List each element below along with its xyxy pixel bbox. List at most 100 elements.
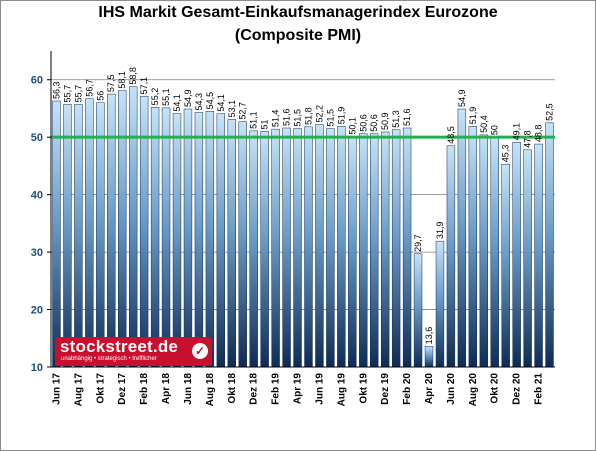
bar xyxy=(107,93,116,368)
data-label: 51,5 xyxy=(325,109,335,127)
x-tick-label: Aug 17 xyxy=(73,373,84,407)
bar xyxy=(271,128,280,368)
data-label: 31,9 xyxy=(435,222,445,240)
y-tick-label: 10 xyxy=(31,362,43,374)
x-tick-label: Feb 20 xyxy=(402,373,413,405)
bar xyxy=(523,149,532,368)
checkmark-icon: ✓ xyxy=(192,343,208,359)
x-tick-label: Apr 20 xyxy=(424,373,435,405)
data-label: 45,3 xyxy=(501,145,511,163)
bar xyxy=(249,130,258,368)
bar xyxy=(337,126,346,368)
data-label: 54,9 xyxy=(183,89,193,107)
chart-title: IHS Markit Gesamt-Einkaufsmanagerindex E… xyxy=(98,4,498,21)
y-tick-label: 40 xyxy=(31,190,43,202)
bar xyxy=(402,127,412,368)
data-label: 56,7 xyxy=(84,79,94,97)
data-label: 51,6 xyxy=(282,108,292,126)
bar xyxy=(315,124,324,368)
bar xyxy=(457,108,467,368)
bar xyxy=(304,126,313,368)
axes xyxy=(47,51,555,368)
bar xyxy=(490,136,499,368)
x-tick-label: Feb 21 xyxy=(534,373,545,405)
data-label: 55,1 xyxy=(161,88,171,106)
bar xyxy=(96,102,105,368)
chart-subtitle: (Composite PMI) xyxy=(234,27,362,44)
data-label: 54,9 xyxy=(457,89,467,107)
bar xyxy=(260,131,269,368)
x-tick-label: Feb 18 xyxy=(139,373,150,405)
x-tick-label: Jun 17 xyxy=(51,373,62,405)
x-tick-label: Dez 18 xyxy=(249,373,260,405)
data-label: 52,5 xyxy=(545,103,555,121)
y-tick-label: 50 xyxy=(31,132,43,144)
bar xyxy=(326,128,335,368)
x-tick-label: Apr 19 xyxy=(293,373,304,405)
x-tick-label: Okt 19 xyxy=(358,373,369,404)
data-label: 51,9 xyxy=(336,107,346,125)
bar xyxy=(348,136,357,368)
x-tick-label: Dez 20 xyxy=(512,373,523,405)
y-tick-label: 60 xyxy=(31,75,43,87)
x-tick-label: Jun 20 xyxy=(446,373,457,405)
bar xyxy=(435,240,445,368)
plot-area xyxy=(51,51,555,367)
bar xyxy=(391,129,401,368)
data-label: 51,3 xyxy=(391,110,401,128)
data-label: 54,3 xyxy=(194,93,204,111)
x-tick-label: Jun 18 xyxy=(183,373,194,405)
bar xyxy=(370,133,379,368)
bar xyxy=(545,122,554,368)
data-label: 29,7 xyxy=(413,234,423,252)
data-label: 51,9 xyxy=(468,107,478,125)
bar xyxy=(424,346,434,368)
bar xyxy=(194,112,204,368)
data-label: 54,5 xyxy=(205,92,215,110)
data-label: 56,3 xyxy=(51,81,61,99)
bar xyxy=(293,128,302,368)
bar-series xyxy=(52,86,554,368)
x-axis-ticks: Jun 17 Aug 17 Okt 17 Dez 17 Feb 18 Apr 18 Jun … xyxy=(51,373,544,407)
data-label: 58,1 xyxy=(117,71,127,89)
bar xyxy=(534,143,543,368)
data-label: 50,6 xyxy=(358,114,368,132)
data-label: 50,1 xyxy=(347,117,357,135)
logo-tagline: unabhängig • strategisch • trefflicher xyxy=(61,356,157,362)
data-label: 54,1 xyxy=(172,94,182,112)
bar xyxy=(413,253,423,368)
data-label: 51,1 xyxy=(249,111,259,129)
bar xyxy=(183,108,193,368)
data-label: 13,6 xyxy=(424,327,434,345)
bar xyxy=(380,131,390,368)
bar xyxy=(282,127,291,368)
bar xyxy=(512,142,521,368)
stockstreet-logo: stockstreet.de unabhängig • strategisch … xyxy=(55,337,212,366)
data-label: 50,4 xyxy=(479,115,489,133)
data-label: 54,1 xyxy=(216,94,226,112)
bar xyxy=(118,90,127,368)
y-tick-label: 20 xyxy=(31,305,43,317)
data-label: 48,8 xyxy=(534,125,544,143)
x-tick-label: Okt 18 xyxy=(227,373,238,404)
data-label: 50,9 xyxy=(380,112,390,130)
x-tick-label: Dez 19 xyxy=(380,373,391,405)
data-label: 55,7 xyxy=(73,85,83,103)
data-label: 53,1 xyxy=(227,100,237,118)
bar xyxy=(85,98,94,368)
data-label: 47,8 xyxy=(523,130,533,148)
data-label: 55,7 xyxy=(62,85,72,103)
bar xyxy=(216,113,226,368)
gridlines xyxy=(51,51,555,367)
y-tick-label: 30 xyxy=(31,247,43,259)
data-label: 50,6 xyxy=(369,114,379,132)
data-label: 51,4 xyxy=(271,110,281,128)
bar xyxy=(63,104,72,368)
data-label: 49,1 xyxy=(512,123,522,141)
data-label: 57,5 xyxy=(106,75,116,93)
bar xyxy=(74,104,83,368)
bar xyxy=(238,121,247,368)
bar xyxy=(468,126,478,368)
data-label: 48,5 xyxy=(446,126,456,144)
